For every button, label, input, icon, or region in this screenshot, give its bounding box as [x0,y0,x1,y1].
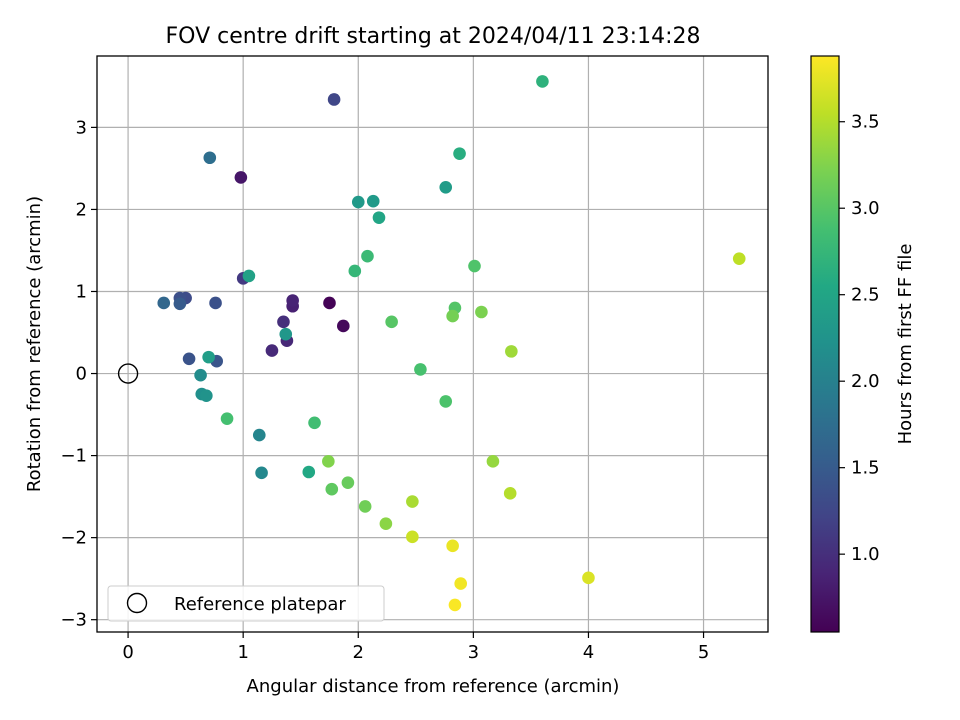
y-axis-ticks: −3 −2 −1 0 1 2 3 [60,117,97,631]
data-point [220,412,234,425]
data-point [448,598,462,612]
data-point [732,252,746,265]
legend-box [107,585,385,622]
colorbar-tick-label: 1.5 [851,458,880,479]
data-points [157,75,746,612]
y-tick-label: 3 [76,117,87,138]
data-point [302,465,316,479]
data-point [439,395,453,408]
legend-entry-reference: Reference platepar [174,594,346,615]
x-tick-label: 0 [122,642,133,663]
data-point [157,296,171,310]
data-point [379,517,393,530]
chart-title: FOV centre drift starting at 2024/04/11 … [166,24,701,49]
data-point [454,577,467,590]
colorbar: 1.0 1.5 2.0 2.5 3.0 3.5 Hours from first FF f… [810,55,916,633]
data-point [337,319,350,333]
data-point [327,93,341,106]
data-point [279,327,293,341]
data-point [322,455,335,468]
data-point [265,344,279,357]
data-point [182,352,196,366]
legend: Reference platepar [107,585,385,622]
y-tick-label: −1 [60,446,87,467]
data-point [255,466,268,480]
data-point [173,297,187,311]
data-point [358,500,372,513]
data-point [209,296,222,310]
data-point [372,211,386,224]
data-point [536,75,549,88]
data-point [286,294,299,307]
data-point [446,309,459,323]
data-point [446,539,459,553]
colorbar-tick-label: 3.0 [851,198,880,219]
colorbar-tick-label: 3.5 [851,112,880,133]
reference-point-marker [117,363,139,384]
data-point [323,296,336,310]
data-point [234,171,248,184]
data-point [582,571,595,585]
data-point [348,264,362,278]
colorbar-tick-label: 2.0 [851,371,880,392]
data-point [252,428,266,442]
plot-frame [96,55,769,633]
x-tick-label: 2 [353,642,364,663]
x-tick-label: 3 [468,642,479,663]
colorbar-label: Hours from first FF file [895,244,916,445]
colorbar-tick-label: 1.0 [851,544,880,565]
data-point [486,455,500,468]
y-axis-label: Rotation from reference (arcmin) [24,196,45,492]
colorbar-gradient [810,55,840,633]
x-tick-label: 5 [698,642,709,663]
y-tick-label: 1 [76,281,87,302]
data-point [505,345,518,358]
y-tick-label: 0 [76,364,87,385]
data-point [277,315,290,329]
data-point [468,259,481,273]
data-point [475,305,488,319]
colorbar-tick-label: 2.5 [851,285,880,306]
data-point [202,350,215,364]
x-axis-label: Angular distance from reference (arcmin) [247,676,620,697]
data-point [406,530,419,544]
data-point [406,495,419,508]
legend-reference-marker [126,592,148,614]
data-point [194,368,207,382]
data-point [439,180,453,194]
data-point [242,269,256,283]
grid [97,56,768,632]
data-point [308,416,321,430]
y-tick-label: −3 [60,610,87,631]
data-point [503,487,517,500]
colorbar-ticks: 1.0 1.5 2.0 2.5 3.0 3.5 [839,112,880,565]
x-tick-label: 1 [237,642,248,663]
x-axis-ticks: 0 1 2 3 4 5 [122,632,709,663]
data-point [366,194,380,208]
data-point [385,315,398,329]
data-point [414,363,427,376]
data-point [341,476,355,489]
data-point [325,482,339,496]
data-point [200,389,213,402]
x-tick-label: 4 [583,642,594,663]
y-tick-label: 2 [76,199,87,220]
reference-layer [117,363,139,384]
data-point [361,249,374,263]
data-point [351,195,365,209]
data-point [203,151,217,165]
y-tick-label: −2 [60,528,87,549]
data-point [453,147,466,160]
